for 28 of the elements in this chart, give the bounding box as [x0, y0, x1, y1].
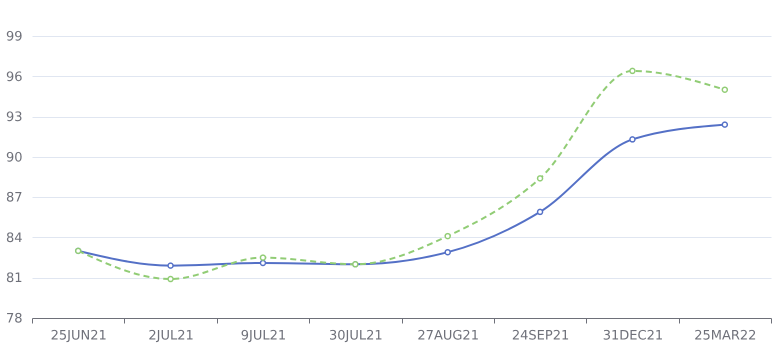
- x-tick-label: 31DEC21: [602, 328, 664, 344]
- point: [629, 136, 636, 143]
- point: [629, 68, 636, 74]
- y-tick-label: 81: [6, 271, 22, 286]
- y-tick-label: 78: [6, 312, 22, 326]
- point: [444, 232, 451, 240]
- x-tick-label: 25JUN21: [50, 328, 107, 344]
- y-tick-label: 84: [6, 230, 22, 246]
- point: [722, 121, 728, 128]
- point: [536, 208, 544, 216]
- point: [260, 260, 266, 266]
- x-tick-label: 24SEP21: [512, 328, 570, 344]
- x-tick-label: 25MAR22: [694, 328, 756, 344]
- y-tick-label: 99: [6, 30, 22, 44]
- x-tick-label: 2JUL21: [148, 328, 194, 344]
- x-tick-label: 30JUL21: [328, 328, 383, 344]
- point: [260, 254, 266, 261]
- point: [167, 276, 174, 282]
- y-tick-label: 90: [6, 150, 22, 166]
- point: [444, 248, 451, 256]
- y-tick-label: 96: [6, 70, 22, 85]
- y-tick-label: 93: [6, 110, 22, 126]
- x-tick-label: 9JUL21: [240, 328, 286, 344]
- point: [722, 86, 728, 93]
- point: [536, 175, 544, 182]
- point: [167, 262, 174, 269]
- x-tick-label: 27AUG21: [417, 328, 479, 344]
- y-tick-label: 87: [6, 190, 22, 206]
